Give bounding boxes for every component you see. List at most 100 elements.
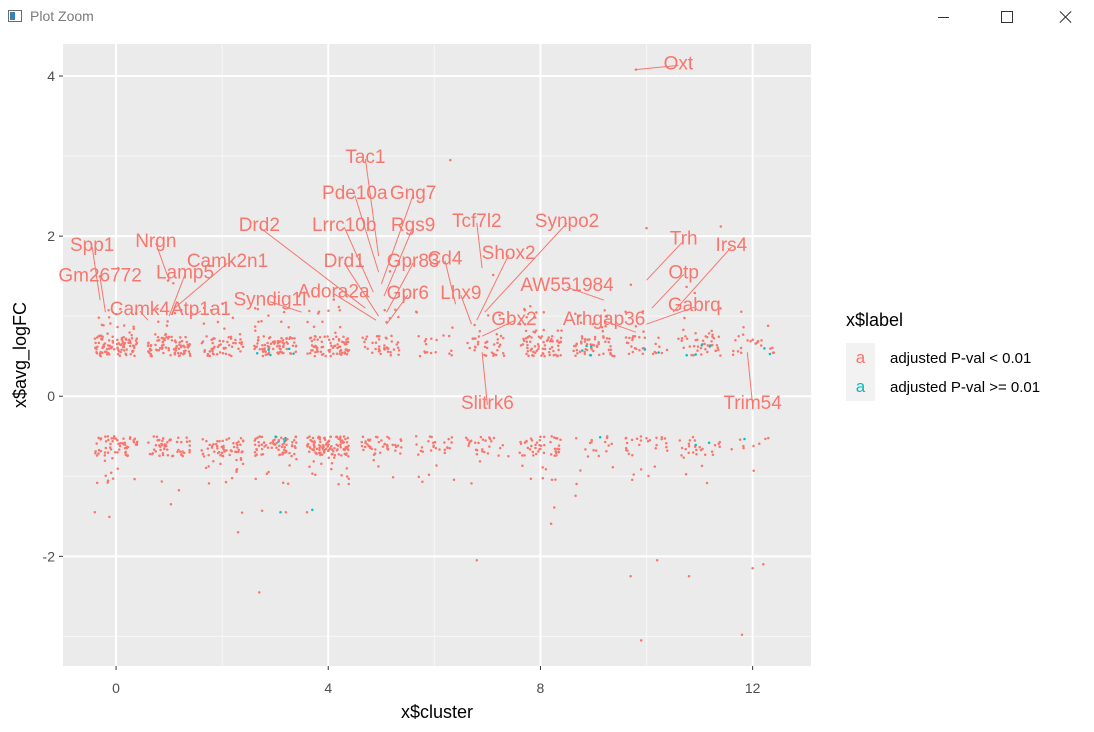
legend: x$label a adjusted P-val < 0.01 a adjusted … xyxy=(846,310,1040,401)
data-point xyxy=(592,344,596,347)
data-point xyxy=(534,316,537,319)
data-point xyxy=(157,349,161,352)
data-point xyxy=(655,559,659,562)
legend-entry-label: adjusted P-val < 0.01 xyxy=(890,350,1031,367)
data-point xyxy=(421,450,425,453)
data-point xyxy=(105,353,109,356)
data-point xyxy=(93,337,97,340)
data-point xyxy=(660,351,664,355)
data-point xyxy=(519,344,523,347)
data-point xyxy=(337,453,341,456)
data-point xyxy=(736,350,740,353)
data-point xyxy=(400,446,403,449)
data-point xyxy=(334,331,337,334)
data-point xyxy=(658,345,661,349)
data-point xyxy=(714,349,718,353)
data-point xyxy=(719,307,722,310)
data-point xyxy=(224,480,228,484)
data-point xyxy=(738,438,742,441)
data-point xyxy=(239,338,242,341)
data-point xyxy=(390,334,393,338)
data-point xyxy=(122,443,126,446)
data-point xyxy=(641,347,645,350)
data-point xyxy=(166,320,169,323)
data-point xyxy=(329,354,332,358)
data-point xyxy=(112,437,116,440)
data-point xyxy=(188,444,191,447)
data-point xyxy=(758,442,761,445)
data-point xyxy=(185,340,189,344)
data-point xyxy=(481,438,485,441)
data-point xyxy=(135,337,139,340)
data-point xyxy=(660,436,664,439)
data-point xyxy=(270,446,274,449)
data-point xyxy=(592,449,595,452)
data-point xyxy=(206,447,210,450)
data-point xyxy=(254,477,257,481)
data-point xyxy=(146,344,150,347)
data-point xyxy=(154,443,158,447)
data-point xyxy=(219,462,222,466)
data-point xyxy=(122,324,126,327)
data-point xyxy=(94,451,97,455)
data-point xyxy=(732,349,735,353)
data-point xyxy=(695,448,698,452)
data-point xyxy=(538,439,542,442)
data-point xyxy=(222,446,225,449)
data-point xyxy=(179,450,182,453)
data-point xyxy=(601,330,605,333)
data-point xyxy=(603,440,607,444)
gene-label: Trim54 xyxy=(723,393,782,414)
data-point xyxy=(226,340,229,344)
maximize-button[interactable] xyxy=(982,0,1032,34)
data-point xyxy=(312,460,315,463)
data-point xyxy=(330,467,333,471)
data-point xyxy=(164,346,168,349)
data-point xyxy=(524,337,528,340)
data-point xyxy=(261,344,264,347)
data-point xyxy=(391,443,394,447)
data-point xyxy=(340,351,344,355)
data-point xyxy=(605,435,609,438)
data-point xyxy=(327,448,331,452)
data-point xyxy=(363,345,367,349)
data-point xyxy=(171,454,175,458)
data-point xyxy=(319,440,322,444)
data-point xyxy=(221,352,225,355)
data-point xyxy=(711,333,714,337)
gene-label: Arhgap36 xyxy=(563,309,645,330)
data-point xyxy=(556,339,559,342)
data-point xyxy=(525,316,528,319)
data-point xyxy=(519,440,522,444)
data-point xyxy=(339,445,343,449)
data-point xyxy=(107,353,111,356)
data-point xyxy=(655,443,658,447)
minimize-button[interactable] xyxy=(918,0,968,34)
data-point xyxy=(291,344,295,347)
data-point xyxy=(103,451,107,454)
data-point xyxy=(578,350,582,353)
data-point xyxy=(162,447,166,451)
data-point xyxy=(535,311,538,314)
data-point xyxy=(120,338,124,341)
data-point xyxy=(240,342,243,346)
data-point xyxy=(337,339,341,342)
data-point xyxy=(556,437,559,440)
data-point xyxy=(554,478,557,481)
data-point xyxy=(678,439,682,442)
data-point xyxy=(543,443,546,447)
data-point xyxy=(553,447,557,451)
data-point xyxy=(347,477,351,480)
data-point xyxy=(281,341,285,344)
data-point xyxy=(160,336,164,340)
data-point xyxy=(103,454,107,457)
data-point xyxy=(687,575,691,578)
data-point xyxy=(345,440,349,444)
data-point xyxy=(347,444,350,447)
title-bar[interactable]: Plot Zoom xyxy=(0,0,1094,34)
data-point xyxy=(130,333,133,337)
data-point xyxy=(315,452,318,455)
data-point xyxy=(256,338,260,342)
data-point xyxy=(522,339,526,343)
data-point xyxy=(178,343,181,347)
